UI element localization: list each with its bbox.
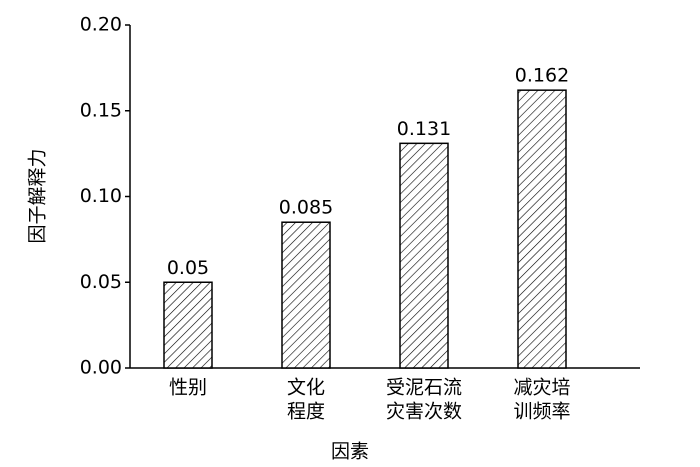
x-tick-label: 减灾培 (513, 377, 570, 399)
x-tick-label: 程度 (287, 401, 325, 423)
y-tick-label: 0.15 (80, 99, 122, 121)
x-tick-label: 文化 (287, 377, 325, 399)
x-tick-label: 训频率 (513, 401, 570, 423)
y-tick-label: 0.20 (80, 14, 122, 36)
bar (517, 89, 567, 369)
value-label: 0.05 (167, 257, 209, 279)
bar (281, 221, 331, 369)
y-tick-label: 0.00 (80, 357, 122, 379)
value-label: 0.085 (279, 197, 333, 219)
x-tick-label: 灾害次数 (386, 401, 462, 423)
y-axis-title: 因子解释力 (27, 148, 49, 243)
x-tick-label: 性别 (169, 377, 207, 399)
value-label: 0.131 (397, 118, 451, 140)
x-axis-title: 因素 (331, 441, 369, 463)
bar (163, 281, 213, 369)
bar (399, 142, 449, 369)
x-tick-label: 受泥石流 (386, 377, 462, 399)
y-tick-label: 0.10 (80, 185, 122, 207)
value-label: 0.162 (515, 65, 569, 87)
y-tick-label: 0.05 (80, 271, 122, 293)
